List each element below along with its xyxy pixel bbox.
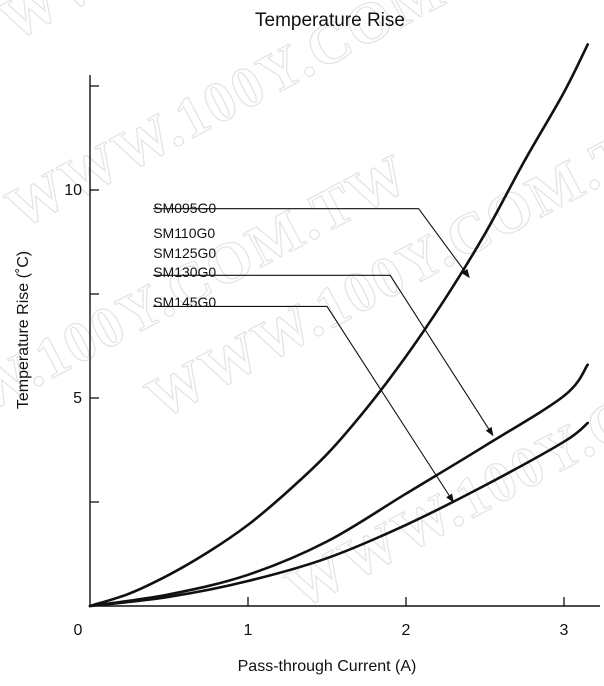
x-tick-label: 0	[74, 622, 83, 639]
annotation-label: SM110G0	[153, 225, 215, 241]
series-group	[88, 43, 589, 608]
annotation-label: SM130G0	[153, 264, 216, 280]
x-tick-label: 1	[244, 622, 253, 639]
chart-title: Temperature Rise	[255, 10, 405, 31]
annotation-label: SM125G0	[153, 245, 216, 261]
annotation-label: SM095G0	[153, 200, 216, 216]
series-line	[88, 421, 589, 608]
x-axis-label: Pass-through Current (A)	[238, 658, 417, 675]
annotation-group: SM095G0 SM110G0 SM125G0 SM130G0 SM145G0	[153, 200, 494, 503]
series-line	[88, 43, 589, 608]
y-tick-label: 5	[73, 390, 82, 407]
annotation-leader-line	[153, 208, 470, 279]
y-tick-label: 10	[64, 182, 82, 199]
annotation-leader-line	[153, 305, 454, 503]
x-tick-group: 0 1 2 3	[74, 597, 569, 639]
y-tick-group: 5 10	[64, 85, 99, 503]
series-line	[88, 363, 589, 608]
y-axis-label: Temperature Rise (˚C)	[15, 251, 32, 409]
x-tick-label: 3	[560, 622, 569, 639]
x-tick-label: 2	[402, 622, 411, 639]
annotation-label: SM145G0	[153, 294, 216, 310]
annotation-leader-line	[153, 274, 494, 437]
